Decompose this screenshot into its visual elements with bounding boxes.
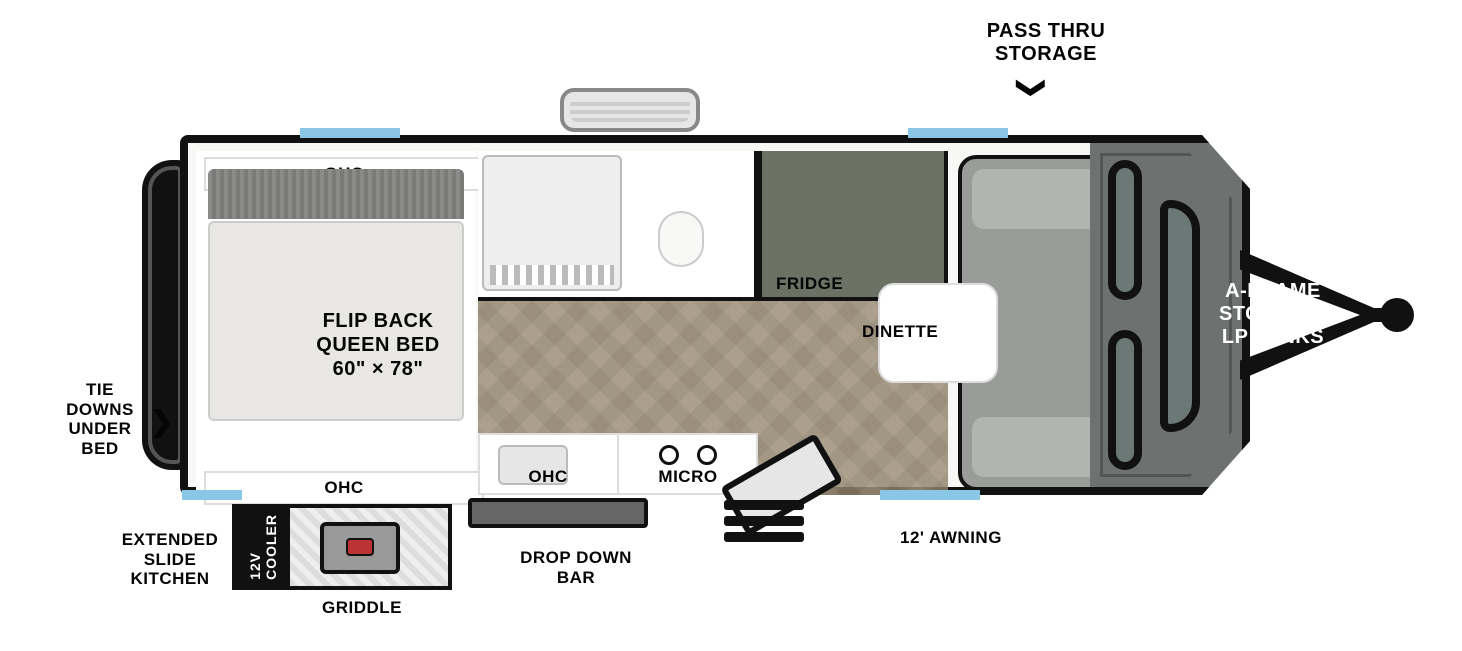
bed-line1: FLIP BACK	[268, 310, 488, 333]
window-segment	[300, 128, 400, 138]
entry-steps	[724, 500, 804, 570]
griddle-label: GRIDDLE	[322, 598, 402, 618]
drop-down-bar	[468, 498, 648, 528]
cooler-label: 12VCOOLER	[247, 514, 279, 580]
front-window-top	[1108, 160, 1142, 300]
ohc-bottom: OHC	[204, 471, 484, 505]
cooler-12v: 12VCOOLER	[236, 508, 290, 586]
griddle	[290, 508, 448, 586]
kitchen-micro-label: MICRO	[658, 467, 717, 487]
arrow-down-icon: ❯	[1016, 76, 1048, 100]
window-segment	[880, 490, 980, 500]
fridge-label: FRIDGE	[776, 274, 843, 294]
window-segment	[182, 490, 242, 500]
bed-line2: QUEEN BED	[268, 334, 488, 357]
front-window-bottom	[1108, 330, 1142, 470]
kitchen-ohc-label: OHC	[528, 467, 567, 487]
roof-vent	[560, 88, 700, 132]
extended-slide-kitchen: 12VCOOLER	[232, 504, 452, 590]
awning-label: 12' AWNING	[900, 528, 1002, 548]
dinette-label: DINETTE	[862, 322, 938, 342]
bed-line3: 60" × 78"	[268, 358, 488, 381]
bed-pillows	[208, 169, 464, 219]
window-segment	[908, 128, 1008, 138]
drop-down-bar-label: DROP DOWNBAR	[496, 548, 656, 587]
shower	[482, 155, 622, 291]
tie-downs-label: TIEDOWNSUNDERBED	[40, 380, 160, 458]
arrow-right-icon: ❯	[150, 406, 174, 438]
ohc-bottom-label: OHC	[324, 478, 363, 498]
front-window-nose	[1160, 200, 1200, 432]
extended-kitchen-label: EXTENDEDSLIDEKITCHEN	[100, 530, 240, 589]
floorplan-stage: OHC OHC OHC MICRO	[0, 0, 1462, 651]
toilet	[658, 211, 704, 267]
bathroom-zone	[478, 151, 758, 301]
a-frame-label: A-FRAMESTORAGE/LP TANKS	[1198, 280, 1348, 349]
kitchen-label-row: OHC MICRO	[478, 459, 758, 495]
pass-thru-label: PASS THRUSTORAGE	[936, 20, 1156, 66]
